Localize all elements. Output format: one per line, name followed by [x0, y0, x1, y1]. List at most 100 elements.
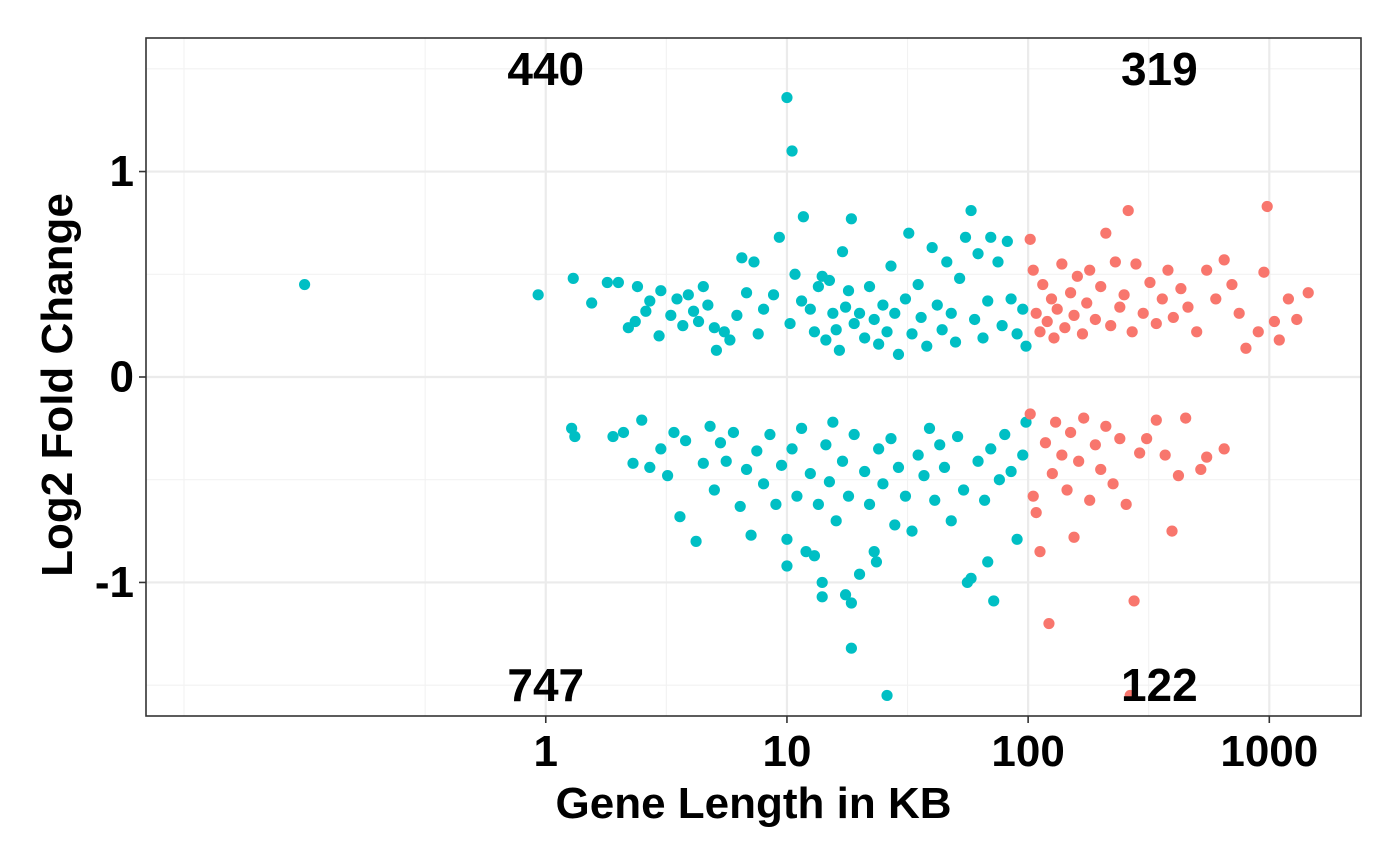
data-point	[1017, 449, 1029, 461]
data-point	[532, 289, 544, 301]
data-point	[674, 511, 686, 523]
data-point	[775, 459, 788, 471]
data-point	[1128, 595, 1140, 607]
data-point	[820, 334, 832, 346]
data-point	[957, 484, 970, 496]
data-point	[1150, 317, 1162, 330]
data-point	[612, 276, 624, 289]
data-point	[1056, 449, 1068, 461]
x-axis-title: Gene Length in KB	[556, 779, 952, 828]
data-point	[720, 455, 732, 467]
data-point	[1084, 264, 1096, 276]
data-point	[836, 455, 849, 467]
data-point	[1258, 266, 1270, 278]
data-point	[697, 457, 709, 469]
data-point	[1011, 533, 1023, 545]
data-point	[1027, 490, 1039, 502]
data-point	[773, 231, 785, 243]
data-point	[929, 494, 941, 506]
data-point	[662, 470, 674, 482]
data-point	[830, 324, 842, 336]
data-point	[1039, 437, 1052, 449]
data-point	[748, 256, 760, 268]
data-point	[965, 204, 977, 217]
data-point	[982, 295, 994, 307]
data-point	[836, 246, 849, 258]
data-point	[1043, 617, 1055, 630]
data-point	[786, 145, 798, 157]
data-point	[977, 332, 989, 344]
data-point	[1226, 278, 1238, 291]
data-point	[823, 274, 836, 287]
data-point	[921, 340, 933, 352]
y-tick-label: 1	[110, 147, 134, 196]
data-point	[912, 278, 924, 291]
data-point	[1030, 307, 1042, 319]
data-point	[791, 490, 803, 502]
data-point	[690, 535, 702, 547]
y-tick-label: 0	[110, 353, 134, 402]
data-point	[1156, 293, 1168, 305]
x-axis-ticks: 1 10 100 1000	[534, 716, 1318, 776]
data-point	[1020, 340, 1032, 352]
data-point	[601, 276, 613, 289]
data-point	[1172, 470, 1185, 482]
data-point	[870, 556, 883, 568]
data-point	[631, 281, 644, 293]
data-point	[1056, 258, 1068, 270]
data-point	[1084, 494, 1096, 506]
data-point	[853, 568, 866, 580]
data-point	[1268, 315, 1281, 328]
data-point	[1182, 301, 1194, 313]
data-point	[617, 426, 630, 439]
data-point	[1064, 426, 1077, 439]
data-point	[687, 305, 700, 317]
data-point	[1233, 307, 1245, 319]
data-point	[999, 428, 1011, 441]
x-tick-label: 100	[991, 727, 1064, 776]
data-point	[1118, 289, 1130, 301]
data-point	[655, 285, 667, 297]
data-point	[795, 422, 808, 434]
quadrant-count-label: 319	[1121, 43, 1198, 95]
data-point	[996, 320, 1008, 332]
data-point	[736, 252, 748, 264]
data-point	[1218, 443, 1230, 455]
data-point	[1195, 463, 1207, 476]
data-point	[1114, 301, 1126, 313]
data-point	[640, 305, 652, 317]
data-point	[808, 326, 821, 338]
data-point	[845, 642, 857, 654]
data-point	[767, 289, 780, 301]
data-point	[945, 307, 957, 319]
data-point	[830, 515, 842, 527]
data-point	[1167, 311, 1179, 324]
data-point	[1059, 322, 1071, 334]
data-point	[892, 461, 905, 473]
data-point	[1261, 200, 1273, 213]
data-point	[1073, 455, 1085, 467]
data-point	[629, 315, 641, 328]
data-point	[820, 439, 832, 451]
data-point	[969, 313, 981, 326]
data-point	[959, 231, 972, 243]
data-point	[988, 595, 1000, 607]
data-point	[827, 416, 839, 428]
data-point	[1089, 313, 1101, 326]
data-point	[1134, 447, 1146, 459]
data-point	[816, 576, 828, 589]
data-point	[731, 309, 743, 321]
data-point	[751, 445, 763, 457]
data-point	[1291, 313, 1303, 326]
data-point	[1302, 287, 1314, 299]
data-point	[680, 435, 692, 447]
data-point	[899, 293, 912, 305]
x-tick-label: 10	[762, 727, 811, 776]
data-point	[1050, 416, 1062, 428]
x-tick-label: 1	[534, 727, 558, 776]
data-point	[804, 303, 816, 315]
data-point	[1046, 467, 1058, 480]
data-point	[627, 457, 639, 469]
data-point	[812, 498, 824, 510]
data-point	[1175, 283, 1187, 295]
